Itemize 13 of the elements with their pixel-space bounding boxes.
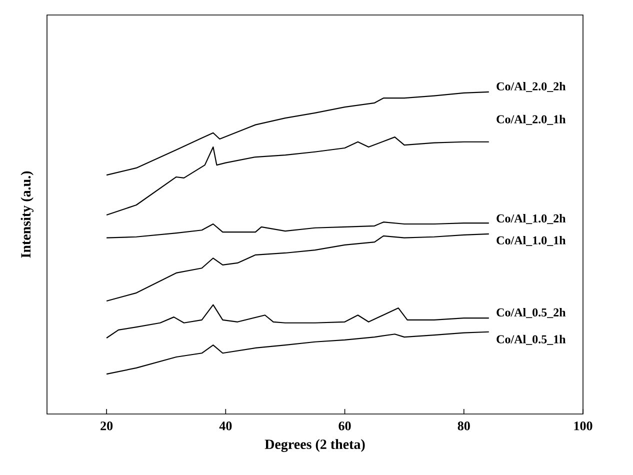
x-tick-label: 80 — [458, 422, 470, 430]
series-label: Co/Al_2.0_1h — [496, 114, 566, 125]
x-tick-label: 40 — [219, 422, 232, 430]
series-label: Co/Al_0.5_2h — [496, 308, 566, 318]
x-tick-label: 20 — [100, 422, 113, 430]
series-label: Co/Al_1.0_2h — [496, 214, 566, 224]
series-label: Co/Al_0.5_1h — [496, 334, 566, 345]
x-tick-label: 60 — [338, 422, 351, 430]
y-axis-title: Intensity (a.u.) — [20, 171, 34, 258]
x-axis-title: Degrees (2 theta) — [264, 439, 365, 452]
x-tick-label: 100 — [574, 422, 592, 430]
series-label: Co/Al_1.0_1h — [496, 236, 566, 246]
series-label: Co/Al_2.0_2h — [496, 82, 566, 92]
